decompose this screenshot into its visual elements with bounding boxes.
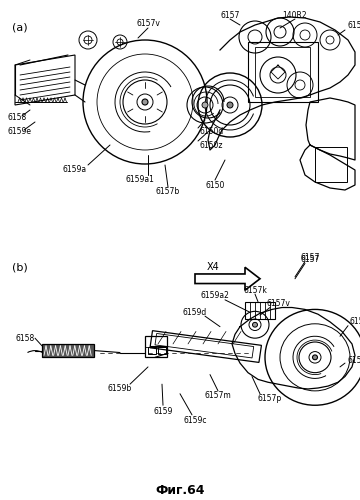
Text: 6157: 6157 xyxy=(300,253,320,262)
Text: 6158: 6158 xyxy=(15,334,34,342)
Text: (a): (a) xyxy=(12,23,28,33)
Text: 6150e: 6150e xyxy=(348,22,360,30)
Bar xyxy=(255,47,310,97)
Bar xyxy=(42,344,94,358)
Text: 6159a1: 6159a1 xyxy=(126,176,154,184)
Text: 6150d: 6150d xyxy=(200,128,224,136)
Text: 140R2: 140R2 xyxy=(283,10,307,20)
Bar xyxy=(150,330,261,362)
Text: 6159e: 6159e xyxy=(8,128,32,136)
Text: Фиг.64: Фиг.64 xyxy=(155,484,205,498)
Text: 6157m: 6157m xyxy=(204,391,231,400)
Bar xyxy=(148,347,156,354)
Text: 6159a2: 6159a2 xyxy=(201,292,229,300)
Text: 6157q: 6157q xyxy=(348,356,360,364)
Bar xyxy=(145,336,167,357)
Text: 6159b: 6159b xyxy=(108,384,132,394)
Text: 6157: 6157 xyxy=(220,10,240,20)
Polygon shape xyxy=(195,267,260,290)
Bar xyxy=(315,147,347,182)
Text: 6150z: 6150z xyxy=(200,140,224,149)
Text: 6157: 6157 xyxy=(300,255,320,264)
Text: 6157k: 6157k xyxy=(243,286,267,294)
Bar xyxy=(155,334,254,358)
Text: 6159a: 6159a xyxy=(63,166,87,174)
Text: 6157b: 6157b xyxy=(350,318,360,326)
Text: X4: X4 xyxy=(207,262,220,272)
Text: 6158: 6158 xyxy=(8,114,27,122)
Text: 6157v: 6157v xyxy=(136,18,160,28)
Circle shape xyxy=(312,355,318,360)
Circle shape xyxy=(142,99,148,105)
Bar xyxy=(245,302,275,319)
Text: 6159c: 6159c xyxy=(183,416,207,425)
Circle shape xyxy=(227,102,233,108)
Circle shape xyxy=(202,102,208,108)
Bar xyxy=(158,347,166,354)
Text: 6159: 6159 xyxy=(153,406,173,416)
Text: (b): (b) xyxy=(12,262,28,272)
Circle shape xyxy=(252,322,257,327)
Text: 6150: 6150 xyxy=(205,180,225,190)
Text: 6159d: 6159d xyxy=(183,308,207,317)
Text: 6157p: 6157p xyxy=(258,394,282,403)
Text: 6157b: 6157b xyxy=(156,188,180,196)
Text: 6157v: 6157v xyxy=(266,299,290,308)
Bar xyxy=(248,42,318,102)
